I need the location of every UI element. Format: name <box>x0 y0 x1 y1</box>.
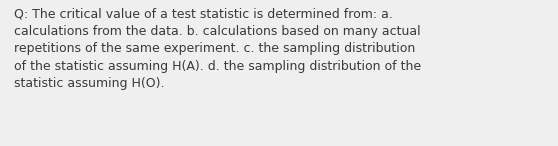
Text: Q: The critical value of a test statistic is determined from: a.
calculations fr: Q: The critical value of a test statisti… <box>14 7 421 90</box>
